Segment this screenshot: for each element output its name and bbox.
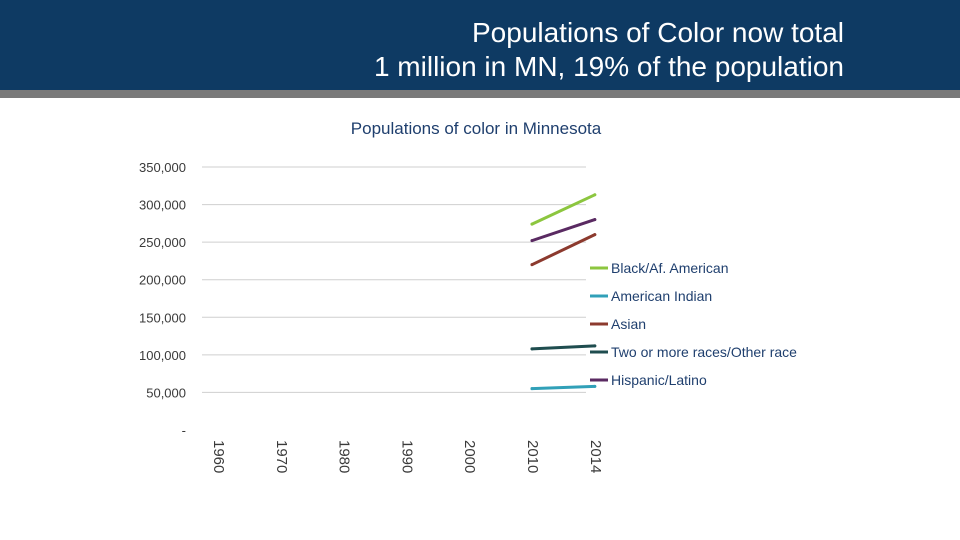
series-line: [530, 384, 597, 391]
series-line: [530, 233, 597, 267]
slide-title: Populations of Color now total 1 million…: [374, 16, 844, 84]
x-tick-label: 2000: [461, 440, 478, 473]
y-tick-label: 50,000: [146, 385, 186, 400]
legend-label: Two or more races/Other race: [611, 344, 797, 360]
x-tick-label: 1990: [398, 440, 415, 473]
data-point: [593, 344, 597, 348]
legend-label: Black/Af. American: [611, 260, 729, 276]
y-tick-label: 250,000: [139, 235, 186, 250]
data-point: [593, 218, 597, 222]
series-line: [530, 193, 597, 226]
slide-title-line-2: 1 million in MN, 19% of the population: [373, 51, 844, 82]
y-tick-label: -: [182, 423, 186, 438]
y-tick-label: 150,000: [139, 310, 186, 325]
series-line: [530, 218, 597, 243]
series-line: [530, 344, 597, 351]
data-point: [530, 222, 534, 226]
data-point: [593, 193, 597, 197]
chart-title: Populations of color in Minnesota: [351, 119, 602, 138]
legend-label: Hispanic/Latino: [611, 372, 707, 388]
y-tick-label: 200,000: [139, 273, 186, 288]
data-point: [530, 263, 534, 267]
data-point: [593, 384, 597, 388]
y-tick-label: 350,000: [139, 160, 186, 175]
legend-label: American Indian: [611, 288, 712, 304]
x-tick-label: 1980: [336, 440, 353, 473]
x-tick-label: 2010: [524, 440, 541, 473]
data-point: [530, 347, 534, 351]
title-divider: [0, 90, 960, 98]
data-point: [530, 239, 534, 243]
slide-title-line-1: Populations of Color now total: [472, 17, 844, 48]
data-point: [593, 233, 597, 237]
y-tick-label: 300,000: [139, 198, 186, 213]
y-tick-label: 100,000: [139, 348, 186, 363]
legend-label: Asian: [611, 316, 646, 332]
data-point: [530, 387, 534, 391]
x-tick-label: 1970: [273, 440, 290, 473]
x-tick-label: 1960: [210, 440, 227, 473]
title-banner: Populations of Color now total 1 million…: [0, 0, 960, 90]
x-tick-label: 2014: [587, 440, 604, 473]
